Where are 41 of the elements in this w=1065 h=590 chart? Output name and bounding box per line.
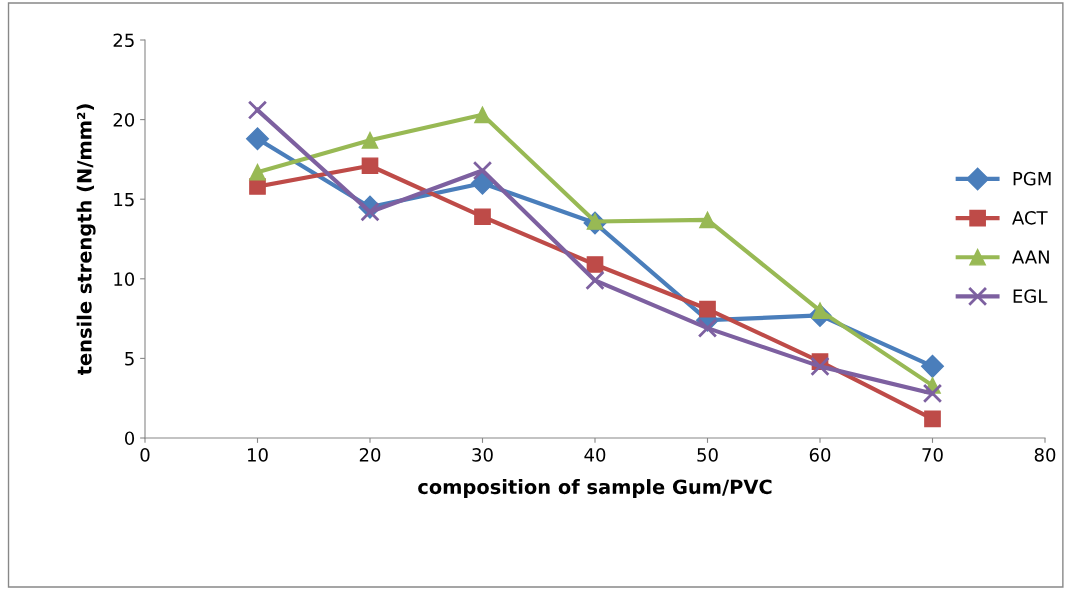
point: [921, 354, 944, 378]
x-axis-title: composition of sample Gum/PVC: [418, 479, 772, 498]
legend-label: PGM: [1013, 171, 1051, 186]
point: [471, 171, 494, 195]
point: [586, 256, 604, 273]
point: [361, 131, 379, 149]
y-tick-label: 15: [114, 192, 134, 207]
y-tick-label: 10: [114, 272, 135, 286]
point: [249, 178, 266, 195]
x-tick-label: 50: [697, 448, 718, 462]
y-tick-label: 25: [113, 33, 134, 48]
legend-label: EGL: [1013, 289, 1048, 303]
point: [697, 318, 718, 338]
point: [474, 106, 491, 124]
legend-label: AAN: [1012, 250, 1049, 264]
point: [922, 383, 943, 404]
point: [361, 157, 379, 175]
y-tick-label: 20: [113, 113, 135, 127]
x-tick-label: 40: [584, 448, 606, 462]
y-tick-label: 0: [124, 431, 135, 446]
point: [360, 202, 380, 222]
point: [924, 410, 941, 428]
point: [249, 163, 266, 181]
x-tick-label: 60: [809, 448, 831, 462]
y-axis-title: tensile strength (N/mm²): [76, 104, 96, 376]
x-tick-label: 30: [472, 448, 493, 462]
x-tick-label: 10: [248, 448, 268, 462]
y-tick-label: 5: [125, 352, 134, 366]
point: [472, 160, 493, 181]
x-tick-label: 70: [922, 448, 943, 462]
point: [246, 127, 269, 151]
point: [699, 300, 716, 318]
legend-label: ACT: [1012, 211, 1048, 225]
x-tick-label: 80: [1034, 448, 1056, 462]
x-tick-label: 20: [359, 448, 381, 462]
x-tick-label: 0: [140, 448, 150, 462]
point: [247, 100, 268, 120]
point: [699, 211, 716, 229]
point: [810, 356, 830, 377]
point: [585, 270, 605, 291]
point: [474, 208, 491, 226]
